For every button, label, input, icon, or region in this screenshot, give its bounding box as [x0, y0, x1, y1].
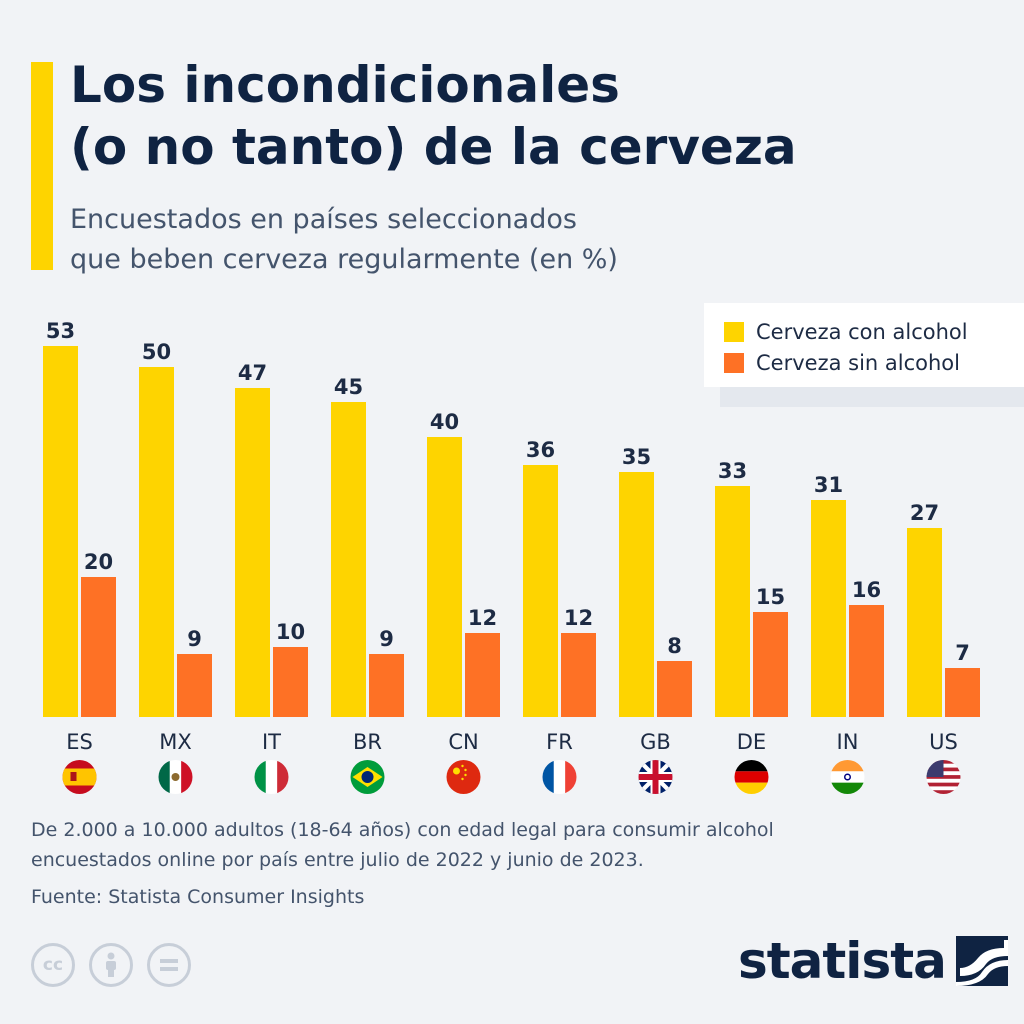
title-line-2: (o no tanto) de la cerveza	[70, 118, 797, 176]
flag-brazil-icon	[350, 760, 385, 794]
legend-label-non-alcohol: Cerveza sin alcohol	[756, 351, 960, 375]
category-label-br: BR	[353, 730, 382, 754]
footnote: De 2.000 a 10.000 adultos (18-64 años) c…	[31, 815, 1001, 875]
data-label-alcohol-in: 31	[814, 473, 843, 497]
bar-non-alcohol-mx	[177, 654, 212, 717]
flag-spain-icon	[62, 760, 97, 794]
attribution-icon[interactable]	[89, 943, 133, 987]
data-label-alcohol-br: 45	[334, 375, 363, 399]
flag-uk-icon	[638, 760, 673, 794]
bar-alcohol-fr	[523, 465, 558, 717]
chart-subtitle: Encuestados en países seleccionados que …	[70, 200, 750, 280]
subtitle-line-1: Encuestados en países seleccionados	[70, 204, 577, 235]
legend-item-alcohol: Cerveza con alcohol	[724, 317, 968, 347]
statista-logo[interactable]: statista	[738, 932, 1008, 990]
data-label-non-alcohol-cn: 12	[468, 606, 497, 630]
cc-icon[interactable]: cc	[31, 943, 75, 987]
flag-india-icon	[830, 760, 865, 794]
bar-non-alcohol-es	[81, 577, 116, 717]
flag-mexico-icon	[158, 760, 193, 794]
bar-non-alcohol-cn	[465, 633, 500, 717]
subtitle-line-2: que beben cerveza regularmente (en %)	[70, 244, 618, 275]
data-label-alcohol-fr: 36	[526, 438, 555, 462]
data-label-non-alcohol-mx: 9	[187, 627, 202, 651]
category-label-mx: MX	[159, 730, 192, 754]
flag-france-icon	[542, 760, 577, 794]
legend-shadow	[720, 387, 1024, 407]
bar-non-alcohol-gb	[657, 661, 692, 717]
license-icons: cc	[31, 943, 191, 987]
bar-non-alcohol-it	[273, 647, 308, 717]
flag-germany-icon	[734, 760, 769, 794]
category-label-us: US	[929, 730, 958, 754]
bar-alcohol-it	[235, 388, 270, 717]
bar-non-alcohol-fr	[561, 633, 596, 717]
bar-alcohol-mx	[139, 367, 174, 717]
data-label-alcohol-us: 27	[910, 501, 939, 525]
accent-bar	[31, 62, 53, 270]
bar-non-alcohol-in	[849, 605, 884, 717]
data-label-non-alcohol-de: 15	[756, 585, 785, 609]
flag-china-icon	[446, 760, 481, 794]
data-label-alcohol-es: 53	[46, 319, 75, 343]
bar-alcohol-in	[811, 500, 846, 717]
data-label-non-alcohol-fr: 12	[564, 606, 593, 630]
bar-non-alcohol-us	[945, 668, 980, 717]
source-text: Fuente: Statista Consumer Insights	[31, 886, 365, 908]
no-derivatives-icon[interactable]	[147, 943, 191, 987]
flag-usa-icon	[926, 760, 961, 794]
bar-chart: 53 20 ES 50 9 MX 47 10 IT 45 9 BR 40 12 CN 36 12 FR 35 8 GB 3…	[43, 319, 980, 794]
category-label-es: ES	[66, 730, 93, 754]
statista-wordmark: statista	[738, 932, 947, 990]
bar-alcohol-us	[907, 528, 942, 717]
data-label-non-alcohol-it: 10	[276, 620, 305, 644]
legend: Cerveza con alcohol Cerveza sin alcohol	[704, 303, 1024, 387]
bar-alcohol-br	[331, 402, 366, 717]
data-label-non-alcohol-es: 20	[84, 550, 113, 574]
data-label-alcohol-cn: 40	[430, 410, 459, 434]
legend-swatch-alcohol	[724, 322, 744, 342]
bar-alcohol-es	[43, 346, 78, 717]
category-label-in: IN	[837, 730, 859, 754]
data-label-non-alcohol-gb: 8	[667, 634, 682, 658]
category-label-cn: CN	[448, 730, 478, 754]
flag-italy-icon	[254, 760, 289, 794]
footnote-line-1: De 2.000 a 10.000 adultos (18-64 años) c…	[31, 819, 774, 841]
legend-item-non-alcohol: Cerveza sin alcohol	[724, 348, 960, 378]
data-label-alcohol-it: 47	[238, 361, 267, 385]
bar-non-alcohol-br	[369, 654, 404, 717]
statista-logo-icon	[955, 936, 1008, 986]
data-label-non-alcohol-us: 7	[955, 641, 970, 665]
data-label-alcohol-de: 33	[718, 459, 747, 483]
bar-alcohol-cn	[427, 437, 462, 717]
data-label-non-alcohol-br: 9	[379, 627, 394, 651]
category-label-de: DE	[737, 730, 766, 754]
legend-swatch-non-alcohol	[724, 353, 744, 373]
category-label-gb: GB	[640, 730, 671, 754]
title-line-1: Los incondicionales	[70, 56, 620, 114]
data-label-alcohol-gb: 35	[622, 445, 651, 469]
bar-alcohol-de	[715, 486, 750, 717]
data-label-alcohol-mx: 50	[142, 340, 171, 364]
legend-label-alcohol: Cerveza con alcohol	[756, 320, 968, 344]
category-label-it: IT	[262, 730, 281, 754]
bar-alcohol-gb	[619, 472, 654, 717]
category-label-fr: FR	[546, 730, 573, 754]
bar-non-alcohol-de	[753, 612, 788, 717]
chart-title: Los incondicionales (o no tanto) de la c…	[70, 54, 970, 178]
data-label-non-alcohol-in: 16	[852, 578, 881, 602]
footnote-line-2: encuestados online por país entre julio …	[31, 849, 644, 871]
